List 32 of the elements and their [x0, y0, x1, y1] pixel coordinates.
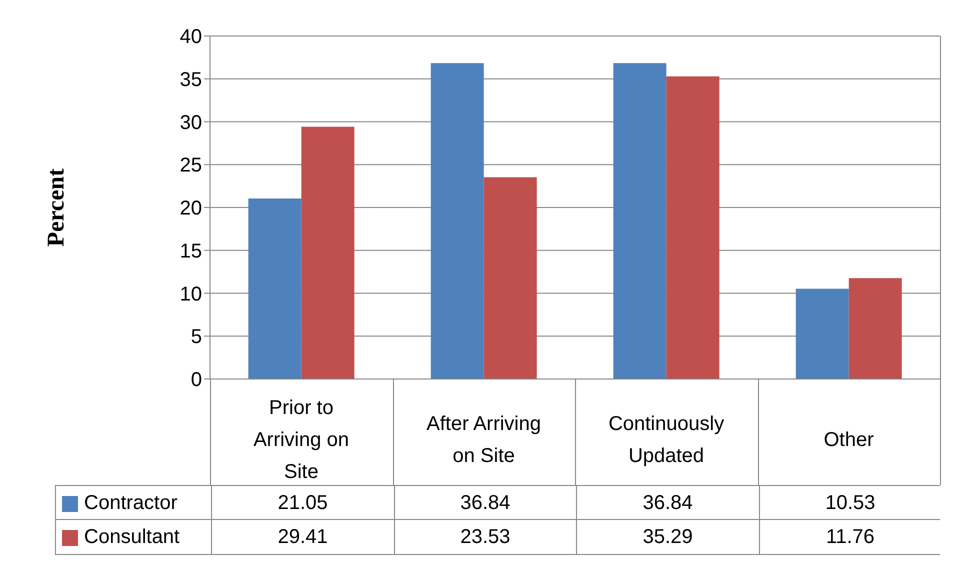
x-tick-label: Other: [824, 429, 874, 451]
y-tick-label: 30: [180, 112, 202, 134]
x-tick-label: Prior to Arriving on Site: [253, 397, 350, 483]
bar: [484, 177, 537, 379]
bar: [248, 198, 302, 379]
bar: [301, 126, 354, 379]
y-tick-label: 15: [180, 240, 202, 262]
data-label: 35.29: [576, 520, 758, 554]
y-tick-label: 5: [190, 326, 202, 348]
bar: [613, 63, 666, 379]
data-label: 10.53: [758, 486, 941, 520]
data-label: 29.41: [211, 520, 394, 554]
data-label: 23.53: [394, 520, 576, 554]
y-tick-label: 20: [180, 198, 202, 220]
y-tick-label: 10: [180, 283, 202, 306]
data-label: 36.84: [576, 486, 758, 520]
bar: [666, 76, 720, 379]
x-tick-label: Continuously Updated: [608, 413, 724, 467]
x-tick-label: After Arriving on Site: [426, 413, 541, 467]
y-tick-label: 0: [190, 369, 202, 392]
y-tick-label: 35: [180, 68, 202, 91]
bar: [848, 278, 902, 379]
legend-label: Consultant: [84, 526, 180, 549]
bar: [796, 288, 849, 379]
y-tick-label: 25: [180, 154, 202, 177]
data-label: 11.76: [758, 520, 941, 554]
data-label: 21.05: [211, 486, 394, 520]
bar: [430, 63, 484, 379]
y-tick-label: 40: [180, 26, 202, 48]
y-axis-title: Percent: [44, 168, 70, 247]
data-label: 36.84: [394, 486, 576, 520]
legend-label: Contractor: [84, 492, 178, 515]
